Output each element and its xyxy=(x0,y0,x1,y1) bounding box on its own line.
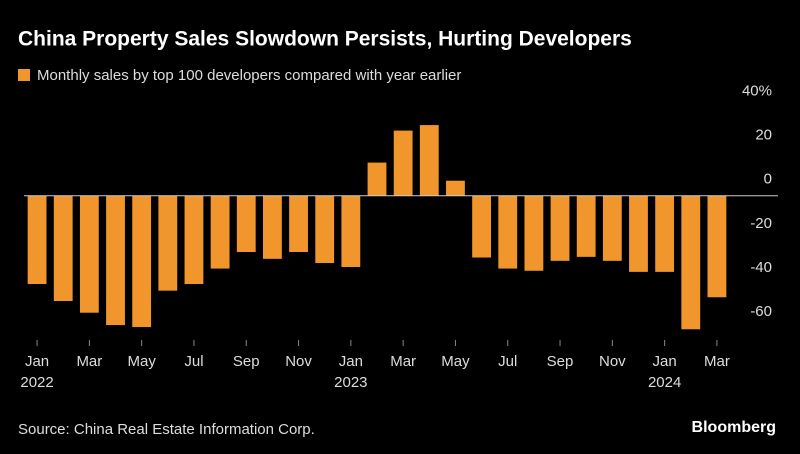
bar xyxy=(315,195,335,264)
bar xyxy=(79,195,99,313)
y-tick-label: -20 xyxy=(750,215,772,232)
bar xyxy=(602,195,622,261)
bar xyxy=(524,195,544,271)
legend-label: Monthly sales by top 100 developers comp… xyxy=(37,67,461,84)
x-tick-label: Jul xyxy=(498,353,517,370)
bar xyxy=(629,195,648,272)
source: Source: China Real Estate Information Co… xyxy=(18,421,315,438)
bar xyxy=(419,125,439,196)
y-tick-label: -60 xyxy=(750,303,772,320)
x-tick-label: Mar xyxy=(390,353,416,370)
bar xyxy=(289,195,308,253)
x-tick-label: Sep xyxy=(233,353,260,370)
bar xyxy=(498,195,518,269)
bar xyxy=(681,195,701,330)
bar xyxy=(27,195,47,285)
bar xyxy=(655,195,675,272)
bar xyxy=(132,195,152,328)
x-year-label: 2024 xyxy=(648,374,681,391)
x-tick-label: May xyxy=(127,353,156,370)
bar xyxy=(446,180,465,196)
x-tick-label: Nov xyxy=(599,353,626,370)
x-tick-label: Sep xyxy=(547,353,574,370)
bar xyxy=(106,195,125,326)
bar xyxy=(707,195,727,298)
y-tick-label: 0 xyxy=(764,171,772,188)
bar xyxy=(53,195,73,302)
x-tick-label: Mar xyxy=(76,353,102,370)
bar xyxy=(550,195,570,261)
bar xyxy=(393,130,413,196)
x-tick-label: Nov xyxy=(285,353,312,370)
chart-title: China Property Sales Slowdown Persists, … xyxy=(18,28,632,51)
x-year-label: 2022 xyxy=(20,374,53,391)
bar xyxy=(184,195,204,285)
x-tick-label: May xyxy=(441,353,470,370)
brand: Bloomberg xyxy=(692,419,776,436)
y-tick-label: 40% xyxy=(742,82,772,99)
bar xyxy=(158,195,178,291)
bar xyxy=(367,162,387,196)
y-tick-label: -40 xyxy=(750,259,772,276)
x-tick-label: Jan xyxy=(653,353,677,370)
bar xyxy=(236,195,256,253)
x-tick-label: Mar xyxy=(704,353,730,370)
x-tick-label: Jan xyxy=(25,353,49,370)
y-tick-label: 20 xyxy=(755,127,772,144)
bar xyxy=(341,195,361,268)
x-year-label: 2023 xyxy=(334,374,367,391)
legend-swatch xyxy=(18,69,30,81)
x-tick-label: Jul xyxy=(184,353,203,370)
bar xyxy=(472,195,492,258)
x-tick-label: Jan xyxy=(339,353,363,370)
bar xyxy=(210,195,230,269)
bar xyxy=(576,195,596,257)
bar xyxy=(262,195,282,259)
